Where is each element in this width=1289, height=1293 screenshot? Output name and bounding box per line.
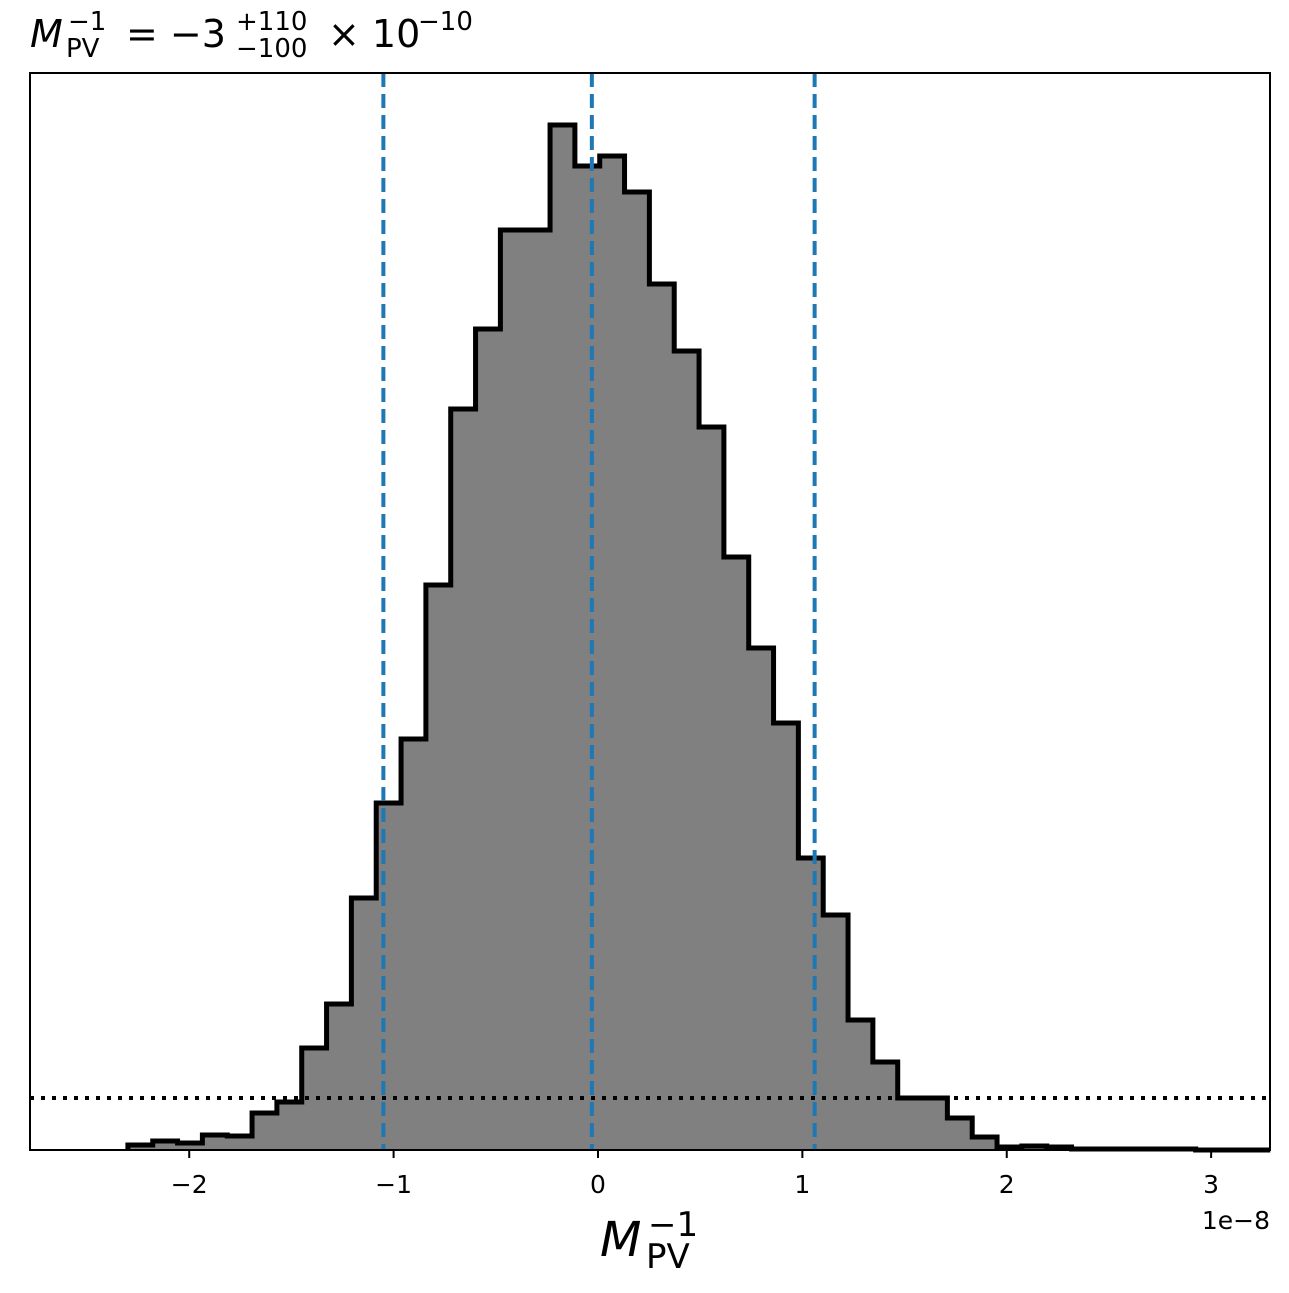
bar — [276, 1102, 303, 1150]
bar — [649, 284, 675, 1150]
bar — [401, 739, 427, 1150]
histogram-outline — [125, 122, 1271, 1153]
bar — [450, 409, 476, 1150]
bar — [723, 557, 750, 1150]
title-subscript: PV — [66, 34, 100, 64]
bar — [376, 803, 402, 1150]
bar — [351, 898, 377, 1150]
x-offset-label: 1e−8 — [1202, 1206, 1270, 1235]
bar — [227, 1136, 253, 1150]
bar — [624, 192, 650, 1150]
bar — [699, 427, 725, 1150]
title-symbol: M — [30, 12, 63, 56]
x-label-superscript: −1 — [648, 1205, 698, 1245]
bar — [972, 1137, 998, 1150]
bar — [425, 585, 452, 1150]
bar — [177, 1143, 203, 1150]
bar — [500, 230, 526, 1150]
x-tick-label: 1 — [794, 1170, 810, 1199]
x-label-subscript: PV — [646, 1237, 690, 1277]
bar — [475, 329, 501, 1150]
bar — [252, 1113, 278, 1150]
x-tick-label: 2 — [999, 1170, 1015, 1199]
title-lower: −100 — [236, 34, 307, 64]
bar — [152, 1141, 178, 1150]
bar — [525, 230, 551, 1150]
bar — [550, 125, 576, 1150]
title-exponent: −10 — [418, 7, 473, 37]
bar — [773, 723, 799, 1150]
x-tick-label: 3 — [1203, 1170, 1219, 1199]
bar — [326, 1004, 352, 1150]
bar — [897, 1098, 923, 1150]
title-times: × 10 — [328, 12, 420, 56]
bar — [823, 915, 849, 1150]
x-label-symbol: M — [600, 1212, 641, 1268]
title-equals: = −3 — [126, 12, 226, 56]
x-tick-label: −2 — [171, 1170, 208, 1199]
bar — [748, 648, 774, 1150]
bar — [798, 858, 824, 1150]
bar — [574, 166, 601, 1150]
plot-frame — [29, 72, 1271, 1151]
bar — [947, 1118, 973, 1150]
bar — [872, 1062, 899, 1150]
bar — [599, 156, 625, 1150]
x-tick-label: 0 — [590, 1170, 606, 1199]
bar — [848, 1020, 874, 1150]
title-upper: +110 — [236, 7, 307, 37]
title-superscript: −1 — [68, 7, 106, 37]
bar — [674, 351, 700, 1150]
x-tick-label: −1 — [375, 1170, 412, 1199]
bar — [202, 1135, 228, 1150]
bar — [922, 1098, 948, 1150]
